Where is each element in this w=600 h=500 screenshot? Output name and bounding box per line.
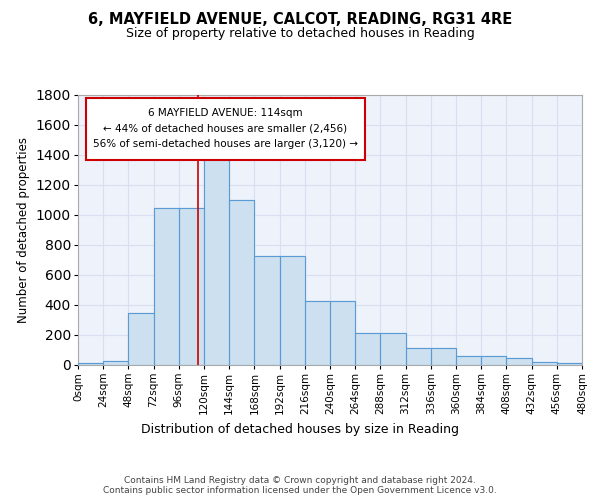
Text: Size of property relative to detached houses in Reading: Size of property relative to detached ho… xyxy=(125,28,475,40)
Text: 6, MAYFIELD AVENUE, CALCOT, READING, RG31 4RE: 6, MAYFIELD AVENUE, CALCOT, READING, RG3… xyxy=(88,12,512,28)
Text: Distribution of detached houses by size in Reading: Distribution of detached houses by size … xyxy=(141,422,459,436)
Text: Contains HM Land Registry data © Crown copyright and database right 2024.
Contai: Contains HM Land Registry data © Crown c… xyxy=(103,476,497,495)
Y-axis label: Number of detached properties: Number of detached properties xyxy=(17,137,30,323)
Text: 6 MAYFIELD AVENUE: 114sqm
← 44% of detached houses are smaller (2,456)
56% of se: 6 MAYFIELD AVENUE: 114sqm ← 44% of detac… xyxy=(93,108,358,150)
FancyBboxPatch shape xyxy=(86,98,365,160)
